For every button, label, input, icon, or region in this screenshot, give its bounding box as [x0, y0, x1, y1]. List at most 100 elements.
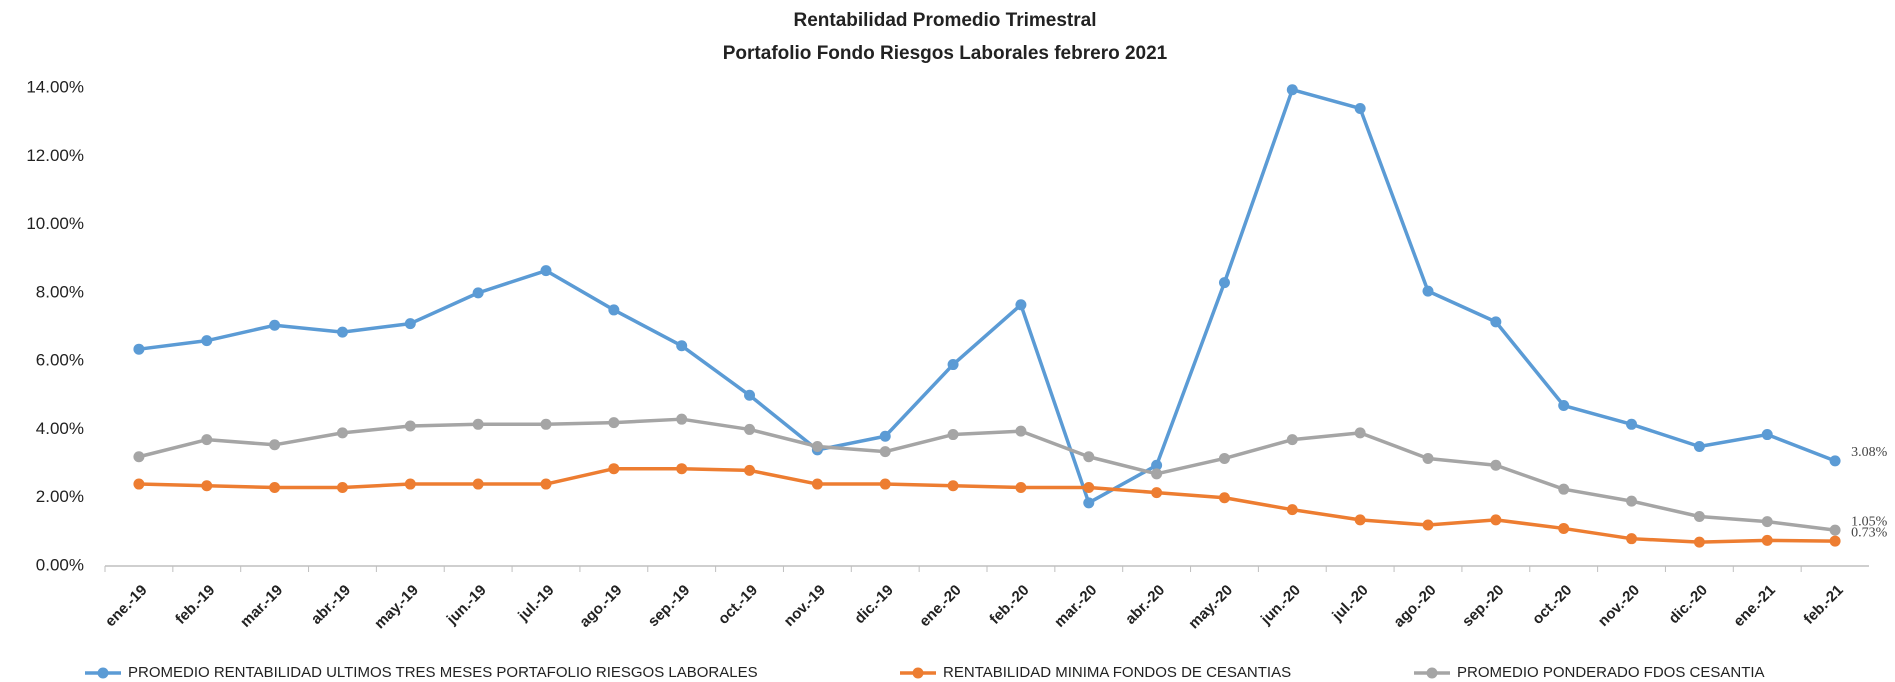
x-tick-label: jul.-19 [514, 582, 557, 625]
data-point [1693, 510, 1705, 522]
data-point [201, 335, 213, 347]
x-tick-label: jul.-20 [1328, 582, 1371, 625]
data-point [1015, 425, 1027, 437]
data-label: 0.73% [1851, 525, 1888, 540]
data-point [1083, 497, 1095, 509]
x-tick-label: feb.-21 [1800, 582, 1846, 628]
data-point [1286, 84, 1298, 96]
data-point [1286, 504, 1298, 516]
data-point [608, 304, 620, 316]
data-point [1761, 534, 1773, 546]
data-point [1218, 277, 1230, 289]
data-point [269, 439, 281, 451]
data-point [201, 480, 213, 492]
data-point [1490, 459, 1502, 471]
data-point [1829, 455, 1841, 467]
data-point [1829, 524, 1841, 536]
x-tick-label: feb.-19 [172, 582, 218, 628]
data-point [676, 413, 688, 425]
data-label: 3.08% [1851, 445, 1888, 460]
data-point [1151, 468, 1163, 480]
y-tick-label: 0.00% [36, 555, 84, 574]
data-point [1490, 514, 1502, 526]
data-point [676, 340, 688, 352]
x-tick-label: dic.-19 [851, 582, 897, 628]
data-point [1761, 516, 1773, 528]
x-tick-label: may.-19 [371, 582, 422, 633]
data-point [1083, 451, 1095, 463]
data-point [947, 480, 959, 492]
data-point [1558, 522, 1570, 534]
y-tick-label: 12.00% [26, 146, 84, 165]
data-point [744, 464, 756, 476]
legend-label: PROMEDIO PONDERADO FDOS CESANTIA [1457, 664, 1765, 681]
data-point [1422, 285, 1434, 297]
x-tick-label: sep.-19 [645, 582, 694, 631]
y-tick-label: 6.00% [36, 351, 84, 370]
chart-title: Rentabilidad Promedio Trimestral [793, 10, 1096, 31]
data-point [472, 478, 484, 490]
data-point [608, 417, 620, 429]
data-point [676, 463, 688, 475]
data-point [1829, 535, 1841, 547]
y-tick-label: 2.00% [36, 487, 84, 506]
x-tick-label: mar.-20 [1051, 582, 1100, 631]
x-tick-label: feb.-20 [986, 582, 1032, 628]
data-point [472, 287, 484, 299]
data-point [540, 418, 552, 430]
data-point [947, 429, 959, 441]
data-point [472, 418, 484, 430]
data-point [1693, 441, 1705, 452]
data-point [1218, 452, 1230, 464]
data-point [1422, 519, 1434, 531]
data-point [879, 478, 891, 490]
legend-marker [912, 667, 924, 679]
data-point [336, 326, 348, 338]
x-tick-label: dic.-20 [1665, 582, 1711, 628]
data-point [1083, 481, 1095, 493]
data-point [201, 434, 213, 446]
data-point [1354, 514, 1366, 526]
legend-label: PROMEDIO RENTABILIDAD ULTIMOS TRES MESES… [128, 664, 758, 681]
x-tick-label: jun.-19 [443, 582, 490, 629]
y-tick-label: 14.00% [26, 77, 84, 96]
data-point [336, 427, 348, 439]
x-tick-label: may.-20 [1185, 582, 1236, 633]
data-point [744, 423, 756, 435]
x-tick-label: oct.-19 [715, 582, 761, 628]
data-point [811, 441, 823, 452]
series-line [138, 466, 1836, 544]
data-point [404, 420, 416, 432]
y-tick-label: 4.00% [36, 419, 84, 438]
x-tick-label: abr.-20 [1122, 582, 1168, 628]
legend-label: RENTABILIDAD MINIMA FONDOS DE CESANTIAS [943, 664, 1291, 681]
data-point [269, 481, 281, 493]
data-point [879, 446, 891, 458]
data-point [1693, 536, 1705, 548]
data-point [1761, 429, 1773, 441]
data-point [1015, 481, 1027, 493]
data-point [1626, 418, 1638, 430]
x-tick-label: jun.-20 [1257, 582, 1304, 629]
data-point [1626, 533, 1638, 545]
data-point [1151, 459, 1163, 471]
data-point [1422, 452, 1434, 464]
data-point [1558, 483, 1570, 495]
data-point [1286, 434, 1298, 446]
x-tick-label: sep.-20 [1459, 582, 1508, 631]
data-point [811, 478, 823, 490]
data-point [947, 359, 959, 371]
x-tick-label: nov.-20 [1595, 582, 1643, 630]
data-point [1354, 427, 1366, 439]
y-tick-label: 10.00% [26, 214, 84, 233]
x-tick-label: ago.-20 [1390, 582, 1439, 631]
x-tick-label: nov.-19 [781, 582, 829, 630]
y-tick-label: 8.00% [36, 282, 84, 301]
data-point [269, 319, 281, 331]
series-line [138, 417, 1836, 532]
data-point [1626, 495, 1638, 507]
data-point [540, 265, 552, 277]
data-point [336, 481, 348, 493]
x-tick-label: ene.-21 [1730, 582, 1779, 631]
